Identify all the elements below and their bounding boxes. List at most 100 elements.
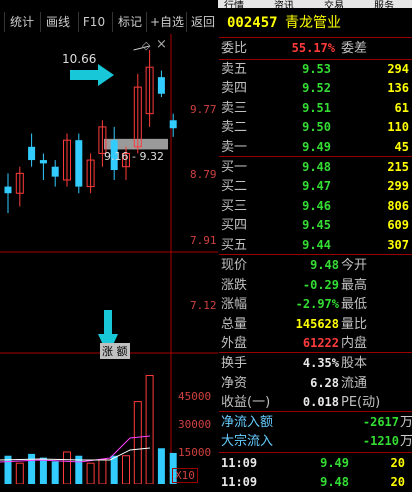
volume-ma-line — [0, 447, 151, 461]
arrow-icon — [70, 64, 114, 86]
order-row[interactable]: 卖三 9.51 61 — [219, 99, 412, 118]
flow-unit: 万 — [400, 434, 412, 449]
tick-row: 11:09 9.49 20 — [219, 454, 412, 473]
order-row[interactable]: 卖四 9.52 136 — [219, 79, 412, 98]
mark-button[interactable]: 标记 — [112, 12, 147, 32]
stat-label-2: 今开 — [341, 258, 368, 273]
order-volume: 299 — [387, 179, 409, 194]
stats-button[interactable]: 统计 — [4, 12, 39, 32]
order-row[interactable]: 卖五 9.53 294 — [219, 60, 412, 79]
volume-bar — [75, 455, 83, 484]
tab-trade[interactable]: 交易 — [324, 1, 344, 12]
order-row[interactable]: 买四 9.45 609 — [219, 216, 412, 235]
order-row[interactable]: 买一 9.48 215 — [219, 158, 412, 177]
range-label: 9.16 - 9.32 — [104, 150, 164, 163]
quote-panel: 002457 青龙管业 委比 55.17% 委差 卖五 9.53 294 卖四 9.52… — [219, 8, 412, 489]
candle-body — [28, 146, 36, 161]
volume-bar — [122, 455, 130, 484]
f10-button[interactable]: F10 — [78, 12, 109, 32]
stat-value: 6.28 — [310, 375, 339, 390]
high-pointer — [133, 45, 150, 51]
tick-time: 11:09 — [221, 456, 258, 470]
stat-label: 涨幅 — [221, 297, 248, 312]
order-volume: 45 — [394, 139, 409, 154]
tab-quotes[interactable]: 行情 — [224, 1, 244, 12]
tick-row: 11:09 9.48 20 — [219, 473, 412, 492]
candle-body — [169, 120, 177, 129]
order-volume: 307 — [387, 237, 409, 252]
high-price-label: 10.66 — [62, 52, 97, 66]
flow-value: -2617 — [362, 415, 399, 429]
candle-body — [86, 159, 95, 188]
stat-label: 涨跌 — [221, 277, 248, 293]
volume-axis-label: 30000 — [178, 418, 212, 431]
tab-news[interactable]: 资讯 — [274, 1, 294, 12]
candle-body — [39, 160, 47, 164]
candle-body — [4, 186, 12, 194]
tick-volume: 20 — [390, 456, 405, 470]
candle-body — [145, 66, 154, 115]
stat-label-2: 最低 — [341, 297, 368, 312]
volume-bar — [133, 401, 142, 484]
stat-label-2: 内盘 — [341, 336, 368, 351]
candle-body — [15, 172, 24, 194]
candle-body — [51, 166, 59, 177]
add-watchlist-button[interactable]: +自选 — [146, 12, 187, 32]
order-price: 9.44 — [302, 237, 331, 252]
order-row[interactable]: 买五 9.44 307 — [219, 236, 412, 255]
order-volume: 806 — [387, 198, 409, 213]
candle-body — [63, 139, 71, 181]
back-button[interactable]: 返回 — [186, 12, 218, 32]
flow-row: 大宗流入 -1210 万 — [219, 432, 412, 451]
order-label: 卖五 — [221, 62, 248, 77]
order-row[interactable]: 买三 9.46 806 — [219, 197, 412, 216]
order-price: 9.50 — [302, 120, 331, 135]
stat-label: 现价 — [221, 258, 248, 273]
flow-label: 大宗流入 — [221, 434, 274, 449]
weibi-label: 委比 — [221, 41, 248, 56]
stat-value: 9.48 — [310, 258, 339, 272]
price-axis-label: 8.79 — [190, 168, 217, 181]
tick-time: 11:09 — [221, 475, 258, 489]
stat-row: 换手 4.35% 股本 — [219, 354, 412, 373]
chart-toolbar: 统计 画线 F10 标记 +自选 返回 — [0, 12, 218, 34]
flow-row: 净流入额 -2617 万 — [219, 413, 412, 432]
order-price: 9.45 — [302, 218, 331, 233]
order-label: 买一 — [221, 160, 248, 175]
stat-value: 0.018 — [302, 395, 339, 409]
order-label: 买四 — [221, 218, 248, 234]
stat-value: 145628 — [295, 316, 339, 331]
order-label: 买三 — [221, 198, 248, 214]
tick-price: 9.49 — [320, 456, 349, 470]
order-volume: 110 — [387, 120, 409, 135]
order-row[interactable]: 买二 9.47 299 — [219, 177, 412, 196]
tick-price: 9.48 — [320, 475, 349, 489]
volume-ma-line — [0, 435, 151, 463]
stat-label: 收益(一) — [221, 395, 271, 410]
order-volume: 215 — [387, 160, 409, 174]
order-label: 卖三 — [221, 100, 248, 116]
stat-row: 总量 145628 量比 — [219, 315, 412, 334]
order-volume: 294 — [387, 62, 409, 76]
volume-bar — [86, 462, 95, 484]
weicha-label: 委差 — [341, 41, 368, 56]
tab-service[interactable]: 服务 — [374, 1, 394, 12]
stat-value: 4.35% — [302, 356, 339, 370]
order-label: 卖一 — [221, 139, 248, 155]
stat-value: -2.97% — [295, 297, 339, 311]
draw-line-button[interactable]: 画线 — [40, 12, 75, 32]
volume-bar — [157, 448, 165, 484]
order-row[interactable]: 卖二 9.50 110 — [219, 118, 412, 137]
order-label: 卖二 — [221, 120, 248, 136]
volume-multiplier: X10 — [172, 468, 198, 483]
stat-row: 涨幅 -2.97% 最低 — [219, 295, 412, 314]
tick-volume: 20 — [390, 475, 405, 489]
order-label: 卖四 — [221, 81, 248, 97]
candle-body — [75, 140, 83, 187]
kline-chart[interactable] — [0, 34, 218, 484]
diamond-icon[interactable]: ◇ — [142, 39, 151, 52]
close-icon[interactable]: × — [156, 37, 167, 52]
order-row[interactable]: 卖一 9.49 45 — [219, 138, 412, 157]
volume-bar — [145, 374, 154, 484]
stat-row: 现价 9.48 今开 — [219, 256, 412, 275]
